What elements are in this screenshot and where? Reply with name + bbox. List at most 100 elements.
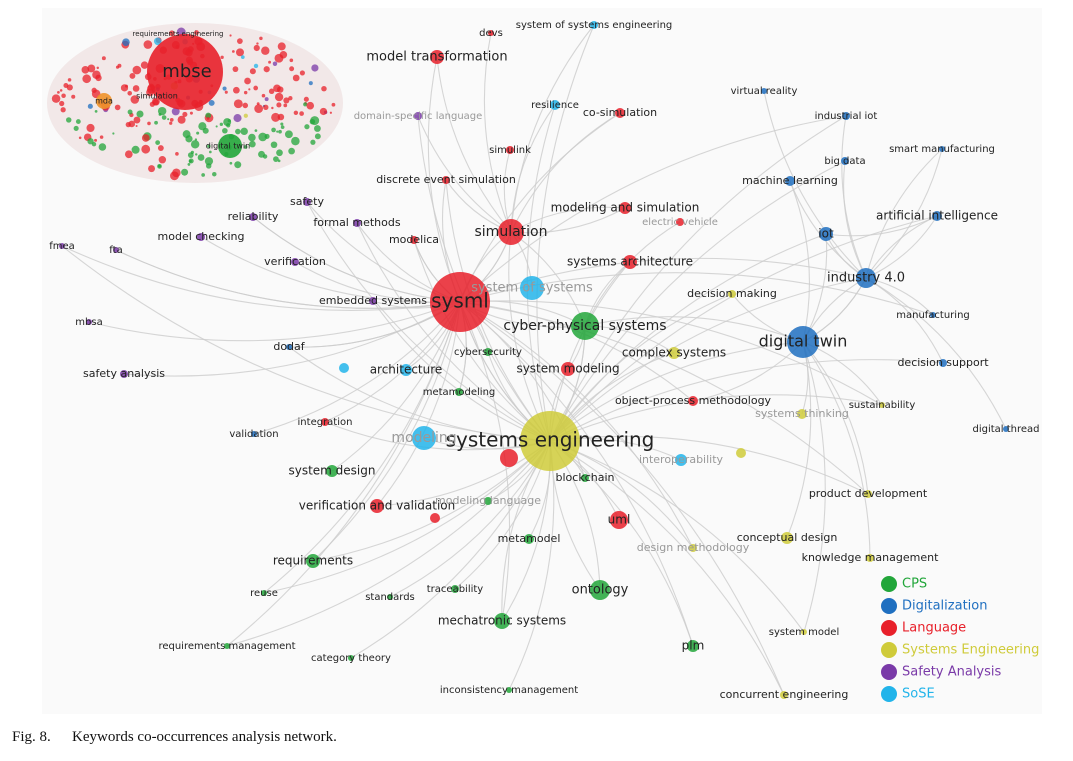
node	[856, 268, 876, 288]
node-label: inconsistency management	[440, 685, 578, 696]
node-label: concurrent engineering	[720, 688, 849, 701]
node	[370, 499, 384, 513]
inset-dot	[182, 111, 188, 117]
legend-swatch	[881, 576, 897, 592]
edge	[843, 160, 867, 279]
inset-dot	[205, 112, 212, 119]
node-label: machine learning	[742, 174, 838, 187]
node	[736, 448, 746, 458]
inset-dot	[258, 150, 265, 158]
edge	[356, 222, 551, 442]
node-label: system of systems	[471, 281, 593, 296]
inset-dot	[87, 103, 93, 109]
inset-dot	[153, 37, 162, 46]
inset-dot	[279, 51, 288, 59]
node-label: requirements	[273, 554, 353, 568]
edge	[802, 341, 869, 495]
inset-dot	[242, 102, 249, 109]
node	[689, 544, 697, 552]
node	[780, 691, 788, 699]
edge	[802, 341, 871, 559]
edge	[584, 316, 804, 343]
node-label: mechatronic systems	[438, 614, 566, 628]
inset-dot	[96, 66, 100, 70]
inset-dot	[206, 116, 210, 120]
node-label: cyber-physical systems	[503, 318, 666, 334]
edge	[459, 257, 867, 303]
edge	[88, 301, 461, 342]
node	[688, 396, 698, 406]
inset-dot	[288, 147, 295, 155]
edge	[459, 112, 621, 303]
inset-dot	[207, 144, 211, 148]
inset-dot	[167, 118, 170, 121]
node-label: artificial intelligence	[876, 209, 998, 223]
inset-dot	[129, 72, 136, 79]
inset-dot	[283, 97, 290, 104]
node-label: safety analysis	[83, 367, 165, 380]
node-label: cybersecurity	[454, 347, 522, 358]
edge	[312, 440, 551, 562]
node-label: fta	[109, 245, 122, 256]
node-label: dodaf	[273, 340, 305, 353]
node-label: verification	[264, 255, 326, 268]
node-label: system of systems engineering	[516, 20, 673, 31]
edge	[263, 440, 551, 594]
inset-dot	[263, 104, 269, 110]
inset-dot	[127, 109, 133, 115]
inset-dot	[277, 159, 281, 163]
node-label: virtual reality	[731, 86, 798, 97]
inset-dot	[75, 119, 81, 124]
inset-dot	[60, 107, 66, 113]
inset-dot	[231, 50, 235, 53]
inset-dot	[321, 85, 327, 92]
inset-dot	[227, 119, 231, 123]
inset-dot	[229, 34, 232, 37]
inset-dot	[148, 165, 156, 173]
inset-dot	[155, 140, 161, 145]
node-label: iot	[818, 227, 834, 241]
node	[676, 218, 684, 226]
node-label: modeling and simulation	[551, 201, 700, 215]
inset-dot	[94, 109, 98, 113]
legend-label: CPS	[902, 577, 927, 592]
inset-dot	[175, 152, 179, 156]
node	[506, 146, 514, 154]
inset-dot	[293, 110, 299, 116]
node	[785, 176, 795, 186]
legend-label: Language	[902, 621, 966, 636]
node	[286, 344, 292, 350]
node	[113, 247, 119, 253]
node-label: simulation	[475, 224, 548, 240]
inset-dot	[61, 93, 66, 98]
inset-dot	[78, 136, 82, 140]
node-label: category theory	[311, 653, 391, 664]
node	[561, 362, 575, 376]
legend: CPS Digitalization Language Systems Enginee…	[881, 576, 1039, 702]
inset-dot	[201, 173, 205, 177]
inset-dot	[299, 70, 305, 76]
node-label: electric vehicle	[642, 217, 718, 228]
inset-dot	[212, 171, 217, 177]
node	[353, 219, 361, 227]
inset-dot	[271, 127, 276, 133]
inset-dot	[117, 63, 122, 68]
inset-dot	[169, 121, 173, 125]
inset-dot	[190, 150, 194, 154]
inset-dot	[309, 118, 316, 125]
node	[761, 88, 767, 94]
node	[801, 629, 807, 635]
inset-dot	[308, 81, 313, 86]
inset-dot	[277, 86, 284, 93]
inset-dot	[240, 127, 248, 136]
node	[59, 243, 65, 249]
node-label: systems thinking	[755, 407, 849, 420]
inset-hub	[147, 34, 223, 110]
node-label: plm	[682, 639, 705, 653]
inset-dot	[304, 124, 310, 130]
edge	[825, 215, 938, 237]
node	[819, 227, 833, 241]
edge	[253, 301, 461, 435]
inset-dot	[276, 149, 283, 157]
inset-dot	[329, 111, 332, 114]
